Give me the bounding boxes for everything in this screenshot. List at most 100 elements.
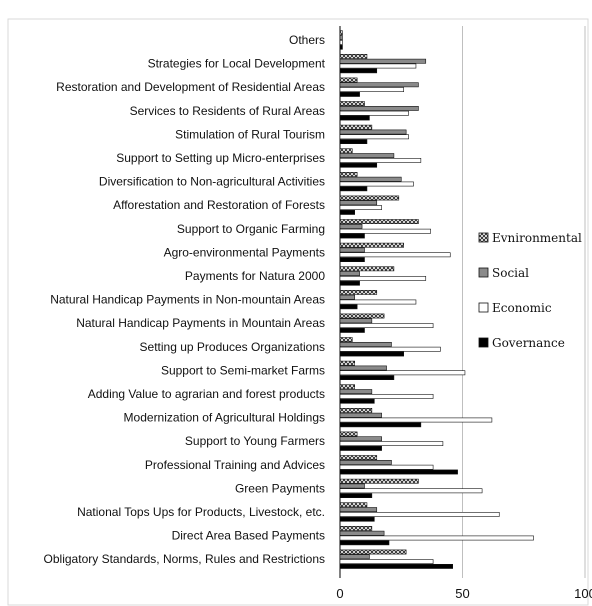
bar-governance-1: [339, 68, 378, 74]
bar-social-12: [339, 318, 373, 324]
legend-swatch-governance: [478, 337, 489, 348]
bar-evnironmental-15: [339, 384, 355, 390]
bar-economic-13: [339, 346, 441, 352]
bars: [339, 30, 534, 569]
bar-governance-5: [339, 162, 378, 168]
legend-label-economic: Economic: [492, 301, 552, 315]
category-label-9: Agro-environmental Payments: [164, 245, 325, 259]
bar-governance-6: [339, 186, 368, 192]
category-label-22: Obligatory Standards, Norms, Rules and R…: [44, 552, 325, 566]
category-label-15: Adding Value to agrarian and forest prod…: [88, 387, 325, 401]
bar-evnironmental-18: [339, 455, 378, 460]
bar-social-4: [339, 129, 407, 135]
bar-governance-11: [339, 304, 358, 310]
bar-social-20: [339, 507, 378, 512]
x-tick-label-50: 50: [455, 586, 469, 601]
x-tick-label-100: 100: [574, 586, 592, 601]
bar-evnironmental-13: [339, 337, 353, 342]
bar-economic-20: [339, 511, 500, 517]
bar-social-9: [339, 247, 365, 253]
bar-economic-3: [339, 110, 409, 116]
category-label-11: Natural Handicap Payments in Non-mountai…: [50, 293, 325, 307]
bar-evnironmental-6: [339, 172, 358, 177]
bar-economic-19: [339, 488, 483, 494]
category-label-10: Payments for Natura 2000: [185, 269, 325, 283]
bar-economic-8: [339, 228, 431, 234]
bar-economic-7: [339, 205, 382, 210]
bar-evnironmental-3: [339, 101, 365, 106]
bar-evnironmental-22: [339, 549, 407, 555]
bar-social-6: [339, 176, 402, 182]
bar-governance-15: [339, 398, 375, 404]
bar-governance-13: [339, 351, 405, 357]
category-label-12: Natural Handicap Payments in Mountain Ar…: [76, 316, 325, 330]
bar-economic-2: [339, 87, 405, 92]
bar-evnironmental-1: [339, 53, 368, 59]
legend-label-social: Social: [492, 266, 529, 280]
bar-social-19: [339, 483, 365, 489]
bar-economic-14: [339, 370, 466, 376]
bar-economic-9: [339, 252, 451, 258]
bar-evnironmental-12: [339, 313, 385, 319]
legend: Evnironmental Social Economic Governance: [478, 231, 582, 350]
bar-economic-17: [339, 441, 444, 446]
bar-evnironmental-9: [339, 242, 405, 248]
legend-swatch-social: [478, 267, 489, 278]
bar-governance-14: [339, 375, 395, 380]
bar-governance-22: [339, 563, 453, 569]
bar-economic-18: [339, 464, 434, 470]
bar-social-1: [339, 58, 427, 64]
bar-economic-16: [339, 417, 493, 423]
category-label-3: Services to Residents of Rural Areas: [130, 104, 325, 118]
bar-governance-4: [339, 139, 368, 144]
bar-economic-5: [339, 158, 422, 163]
bar-social-5: [339, 153, 395, 158]
bar-governance-20: [339, 516, 375, 522]
bar-evnironmental-17: [339, 431, 358, 437]
bar-social-3: [339, 106, 419, 111]
category-label-2: Restoration and Development of Residenti…: [56, 80, 325, 94]
bar-economic-12: [339, 323, 434, 328]
bar-social-13: [339, 341, 392, 347]
bar-evnironmental-8: [339, 219, 419, 224]
bar-social-0: [339, 35, 343, 40]
bar-governance-18: [339, 469, 458, 475]
category-label-18: Professional Training and Advices: [145, 458, 325, 472]
bar-evnironmental-10: [339, 266, 395, 272]
bar-social-7: [339, 200, 378, 206]
bar-governance-17: [339, 445, 382, 451]
category-label-16: Modernization of Agricultural Holdings: [124, 411, 325, 425]
bar-governance-7: [339, 210, 355, 215]
category-label-6: Diversification to Non-agricultural Acti…: [99, 175, 325, 189]
category-label-14: Support to Semi-market Farms: [161, 363, 325, 377]
bar-economic-22: [339, 559, 434, 564]
legend-label-governance: Governance: [492, 336, 565, 350]
category-label-20: National Tops Ups for Products, Livestoc…: [77, 505, 325, 519]
x-tick-label-0: 0: [336, 586, 343, 601]
category-label-7: Afforestation and Restoration of Forests: [113, 198, 325, 212]
legend-label-evnironmental: Evnironmental: [492, 231, 582, 245]
bar-governance-0: [339, 44, 343, 50]
bar-governance-10: [339, 280, 360, 286]
category-label-0: Others: [289, 33, 325, 47]
bar-governance-3: [339, 115, 370, 121]
bar-evnironmental-11: [339, 289, 378, 295]
category-label-5: Support to Setting up Micro-enterprises: [116, 151, 325, 165]
bar-social-16: [339, 412, 382, 418]
category-labels: Others Strategies for Local Development Re…: [44, 33, 326, 566]
plot-border: [7, 18, 589, 606]
bar-social-10: [339, 271, 360, 276]
bar-social-11: [339, 294, 355, 300]
bar-governance-19: [339, 493, 373, 498]
bar-governance-12: [339, 327, 365, 333]
category-label-21: Direct Area Based Payments: [172, 529, 325, 543]
bar-social-15: [339, 389, 373, 394]
bar-social-14: [339, 365, 387, 371]
bar-economic-10: [339, 275, 427, 281]
legend-swatch-evnironmental: [478, 232, 489, 243]
bar-social-8: [339, 224, 363, 229]
bar-evnironmental-20: [339, 502, 368, 508]
bar-evnironmental-21: [339, 525, 373, 531]
bar-social-21: [339, 530, 385, 536]
